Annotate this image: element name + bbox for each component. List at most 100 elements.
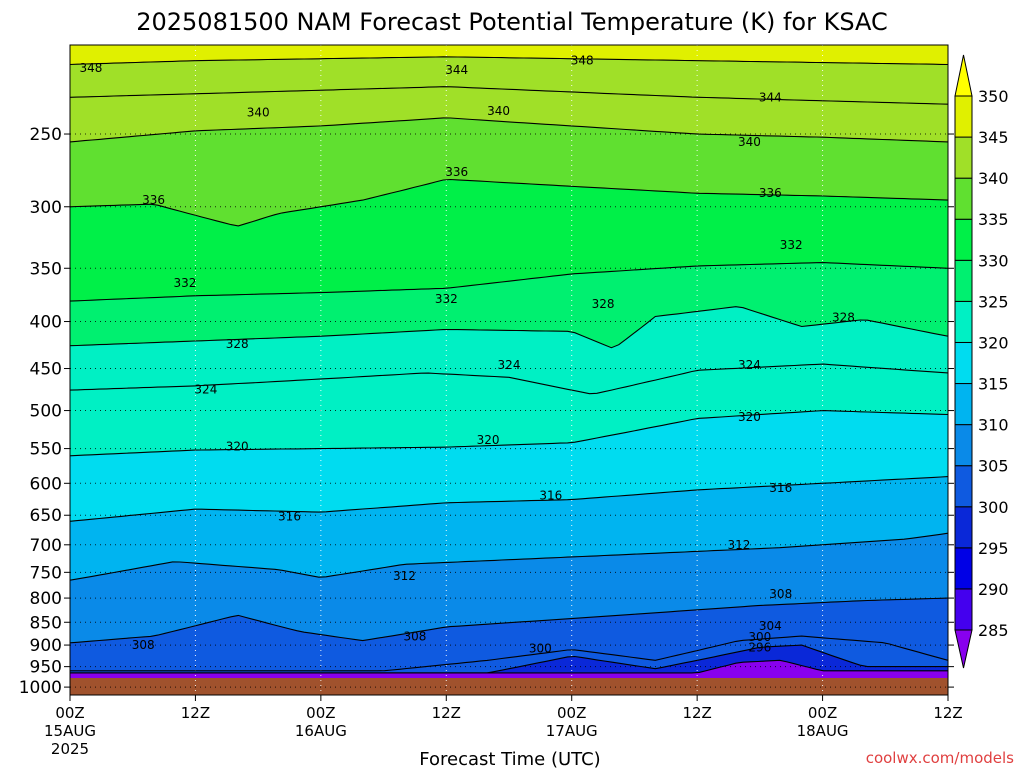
surface-terrain <box>70 678 948 695</box>
colorbar-swatch-290 <box>954 547 973 590</box>
y-tick-label: 250 <box>30 125 62 145</box>
colorbar-swatch-285 <box>954 588 973 631</box>
colorbar-label: 350 <box>978 87 1009 106</box>
contour-label: 348 <box>79 61 102 75</box>
colorbar-swatch-320 <box>954 300 973 343</box>
contour-344 <box>70 86 948 105</box>
contour-label: 312 <box>727 538 750 552</box>
chart-title: 2025081500 NAM Forecast Potential Temper… <box>136 8 888 36</box>
contour-label: 320 <box>477 433 500 447</box>
colorbar-swatch-300 <box>954 465 973 508</box>
plot-frame <box>69 44 949 696</box>
contour-300 <box>70 644 948 674</box>
colorbar-bottom-arrow <box>954 629 973 669</box>
contour-label: 308 <box>403 630 426 644</box>
contour-label: 332 <box>435 292 458 306</box>
credit-text: coolwx.com/models <box>866 749 1014 767</box>
contour-label: 328 <box>832 311 855 325</box>
contour-label: 336 <box>759 186 782 200</box>
y-tick-label: 400 <box>30 313 62 333</box>
x-tick-label: 12Z <box>682 704 711 722</box>
y-tick-label: 550 <box>30 440 62 460</box>
y-tick-label: 850 <box>30 613 62 633</box>
x-tick-label: 00Z <box>557 704 586 722</box>
colorbar-label: 295 <box>978 539 1009 558</box>
colorbar-label: 345 <box>978 128 1009 147</box>
contour-label: 336 <box>142 193 165 207</box>
contour-340 <box>70 117 948 143</box>
contour-label: 344 <box>759 90 782 104</box>
y-tick-label: 600 <box>30 474 62 494</box>
contour-label: 324 <box>194 382 217 396</box>
x-tick-label: 00Z <box>55 704 84 722</box>
contour-label: 336 <box>445 165 468 179</box>
x-date-label: 18AUG <box>797 722 849 740</box>
colorbar-swatch-325 <box>954 259 973 302</box>
x-year-label: 2025 <box>51 740 89 758</box>
contour-label: 312 <box>393 569 416 583</box>
contour-label: 328 <box>592 297 615 311</box>
colorbar-label: 340 <box>978 169 1009 188</box>
y-tick-label: 900 <box>30 636 62 656</box>
colorbar-swatch-310 <box>954 383 973 426</box>
contour-348 <box>70 56 948 66</box>
colorbar-label: 285 <box>978 621 1009 640</box>
contour-label: 324 <box>738 358 761 372</box>
contour-316 <box>70 476 948 522</box>
colorbar-label: 315 <box>978 375 1009 394</box>
colorbar-label: 320 <box>978 333 1009 352</box>
colorbar-swatch-305 <box>954 424 973 467</box>
contour-label: 340 <box>247 106 270 120</box>
colorbar-swatch-345 <box>954 95 973 138</box>
colorbar-label: 305 <box>978 457 1009 476</box>
colorbar-label: 330 <box>978 251 1009 270</box>
contour-label: 332 <box>780 238 803 252</box>
x-date-label: 16AUG <box>295 722 347 740</box>
band-above-348 <box>70 45 948 65</box>
colorbar-swatch-295 <box>954 506 973 549</box>
contour-label: 304 <box>759 619 782 633</box>
contour-304 <box>70 635 948 672</box>
colorbar-label: 290 <box>978 580 1009 599</box>
y-tick-label: 750 <box>30 563 62 583</box>
contour-label: 316 <box>539 489 562 503</box>
x-tick-label: 12Z <box>181 704 210 722</box>
colorbar-label: 310 <box>978 416 1009 435</box>
x-date-label: 15AUG <box>44 722 96 740</box>
contour-label: 300 <box>748 630 771 644</box>
colorbar-swatch-330 <box>954 218 973 261</box>
contour-label: 340 <box>738 135 761 149</box>
y-tick-label: 350 <box>30 259 62 279</box>
colorbar-label: 325 <box>978 292 1009 311</box>
contour-label: 332 <box>174 276 197 290</box>
y-tick-label: 500 <box>30 402 62 422</box>
y-tick-label: 1000 <box>19 678 62 698</box>
colorbar-swatch-340 <box>954 136 973 179</box>
colorbar-swatch-335 <box>954 177 973 220</box>
colorbar-label: 300 <box>978 498 1009 517</box>
y-tick-label: 700 <box>30 536 62 556</box>
y-tick-label: 650 <box>30 506 62 526</box>
colorbar-swatch-315 <box>954 341 973 385</box>
y-tick-label: 300 <box>30 198 62 218</box>
contour-308 <box>70 597 948 644</box>
contour-324 <box>70 363 948 395</box>
contour-label: 340 <box>487 104 510 118</box>
x-date-label: 17AUG <box>546 722 598 740</box>
contour-336 <box>70 178 948 227</box>
contour-label: 316 <box>769 481 792 495</box>
contour-label: 344 <box>445 63 468 77</box>
x-tick-label: 00Z <box>808 704 837 722</box>
y-tick-label: 950 <box>30 658 62 678</box>
contour-320 <box>70 410 948 457</box>
x-tick-label: 12Z <box>933 704 962 722</box>
contour-label: 296 <box>748 640 771 654</box>
contour-312 <box>70 532 948 581</box>
y-tick-label: 450 <box>30 360 62 380</box>
x-tick-label: 12Z <box>432 704 461 722</box>
contour-label: 300 <box>529 642 552 656</box>
x-tick-label: 00Z <box>306 704 335 722</box>
contour-label: 324 <box>498 358 521 372</box>
colorbar-top-arrow <box>954 54 973 97</box>
